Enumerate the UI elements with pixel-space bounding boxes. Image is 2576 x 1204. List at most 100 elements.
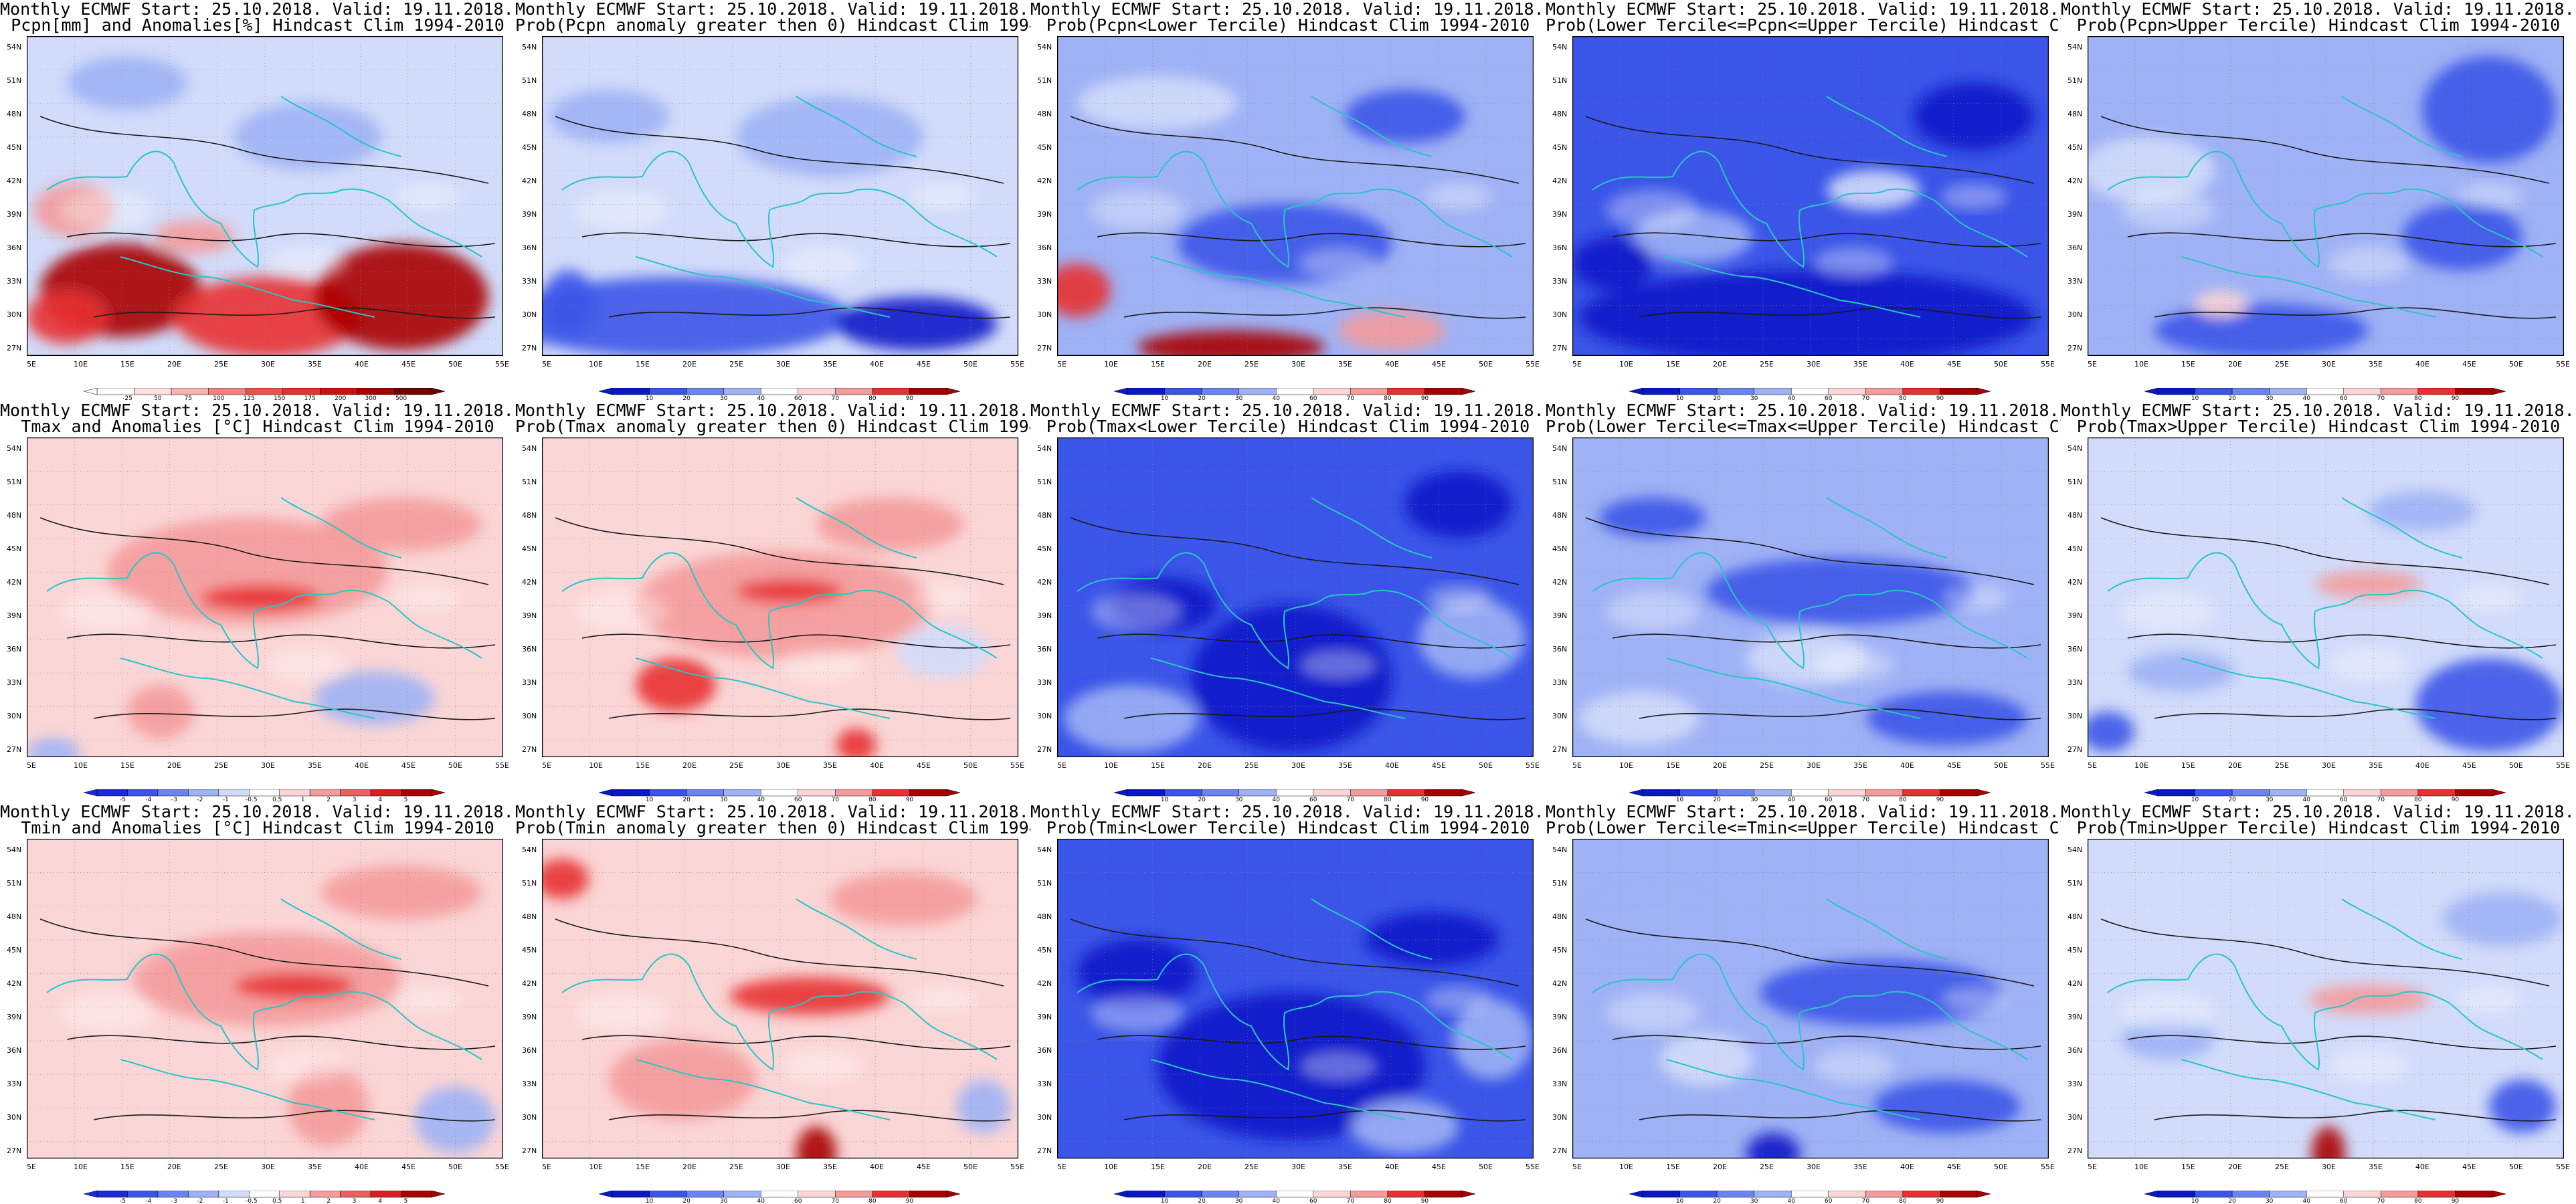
coastline [1592,953,2028,1071]
coastline [796,497,917,559]
colorbar-swatch [1865,388,1904,395]
longitude-tick-label: 55E [2041,1163,2055,1171]
latitude-tick-label: 39N [522,611,537,620]
colorbar-swatch [2269,789,2307,797]
latitude-tick-label: 51N [522,478,537,486]
near-normal-patch [1606,993,1699,1033]
latitude-tick-label: 45N [1552,143,1568,152]
longitude-tick-label: 35E [823,1163,837,1171]
longitude-tick-label: 25E [1245,761,1259,770]
longitude-tick-label: 30E [261,761,275,770]
colorbar-arrow [2492,789,2506,797]
contour-line [581,232,1011,247]
colorbar-swatch [1642,388,1680,395]
longitude-tick-label: 55E [1010,1163,1024,1171]
colorbar-swatch [1716,388,1754,395]
colorbar-arrow [1629,1191,1643,1198]
colorbar-swatch [612,388,650,395]
colorbar-swatch [1201,388,1239,395]
colorbar-swatch [2231,789,2270,797]
latitude-tick-label: 45N [1037,946,1052,955]
latitude-tick-label: 30N [522,1113,537,1122]
longitude-tick-label: 20E [1198,360,1212,369]
contour-line [608,708,1011,720]
longitude-tick-label: 5E [1572,360,1582,369]
colorbar-swatch [872,1191,910,1198]
longitude-tick-label: 20E [2228,761,2242,770]
contour-line [2154,1110,2557,1122]
longitude-tick-label: 20E [2228,360,2242,369]
longitude-tick-label: 10E [1619,1163,1633,1171]
coastline [280,96,402,157]
field-patch [1867,692,2027,745]
longitude-tick-label: 50E [2509,761,2523,770]
panel-title-line2: Prob(Lower Tercile<=Tmin<=Upper Tercile)… [1546,818,2061,837]
colorbar-swatch [282,388,320,395]
longitude-tick-label: 45E [1947,1163,1961,1171]
colorbar-arrow [1461,789,1476,797]
contour-line [1123,1110,1526,1122]
latitude-tick-label: 33N [522,678,537,687]
longitude-tick-label: 15E [636,360,650,369]
coastline [120,1059,375,1120]
colorbar-swatch [2157,388,2195,395]
latitude-tick-label: 39N [2067,611,2083,620]
latitude-tick-label: 39N [1552,1013,1568,1021]
colorbar-label: 70 [832,797,840,801]
latitude-tick-label: 30N [2067,1113,2083,1122]
colorbar-swatch [798,388,836,395]
map-frame [542,839,1018,1159]
colorbar-label: 80 [2414,1198,2422,1203]
contour-line [608,1110,1011,1122]
latitude-tick-label: 39N [2067,210,2083,219]
colorbar-label: 20 [1198,1198,1206,1203]
latitude-tick-label: 39N [7,1013,22,1021]
colorbar-swatch [2231,1191,2270,1198]
contour-line [581,1035,1011,1050]
map-panel: Monthly ECMWF Start: 25.10.2018. Valid: … [1030,0,1546,401]
longitude-tick-label: 40E [355,360,369,369]
field-patch [321,866,482,919]
longitude-tick-label: 45E [2462,360,2476,369]
map-plot [2088,36,2564,356]
longitude-tick-label: 50E [1479,360,1493,369]
contour-line [1639,708,2041,720]
near-normal-patch [783,1049,863,1083]
latitude-tick-label: 42N [2067,177,2083,185]
colorbar-label: 20 [1198,395,1206,400]
colorbar-swatch [218,1191,250,1198]
colorbar-label: 90 [906,1198,914,1203]
colorbar-arrow [2492,388,2506,395]
colorbar: 10 20 30 40 60 70 80 90 [1113,789,1476,801]
contour-line [66,633,496,649]
colorbar-arrow [1629,388,1643,395]
near-normal-patch [575,591,669,631]
colorbar-label: 20 [1713,1198,1721,1203]
longitude-tick-label: 45E [917,1163,931,1171]
colorbar-label: -3 [171,1198,177,1203]
latitude-tick-label: 30N [1552,1113,1568,1122]
longitude-tick-label: 5E [1057,761,1067,770]
longitude-tick-label: 25E [1245,1163,1259,1171]
latitude-tick-label: 45N [7,143,22,152]
colorbar-label: 20 [682,797,691,801]
colorbar-swatch [2306,388,2344,395]
colorbar-swatch [872,388,910,395]
map-plot [542,36,1018,356]
map-plot [1572,36,2049,356]
colorbar-label: 80 [868,797,877,801]
panel-title-line1: Monthly ECMWF Start: 25.10.2018. Valid: … [2061,401,2576,420]
colorbar-label: 60 [2340,1198,2348,1203]
field-patch [609,1039,756,1120]
longitude-tick-label: 50E [448,1163,462,1171]
panel-title-line1: Monthly ECMWF Start: 25.10.2018. Valid: … [1030,401,1546,420]
colorbar-swatch [1642,789,1680,797]
colorbar-label: 150 [274,395,285,400]
colorbar-swatch [1387,1191,1425,1198]
colorbar-label: -0.5 [246,797,258,801]
longitude-tick-label: 20E [682,761,697,770]
field-patch [957,1080,1010,1133]
latitude-tick-label: 54N [522,845,537,854]
colorbar: 10 20 30 40 60 70 80 90 [2144,789,2506,801]
